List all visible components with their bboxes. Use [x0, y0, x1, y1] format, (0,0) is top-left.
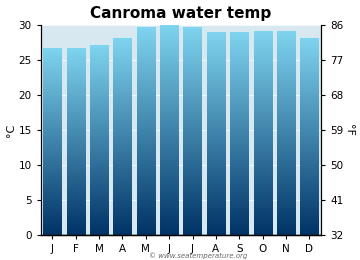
Text: © www.seatemperature.org: © www.seatemperature.org	[149, 252, 247, 259]
Y-axis label: °F: °F	[345, 124, 355, 136]
Y-axis label: °C: °C	[5, 123, 15, 136]
Title: Canroma water temp: Canroma water temp	[90, 5, 271, 21]
